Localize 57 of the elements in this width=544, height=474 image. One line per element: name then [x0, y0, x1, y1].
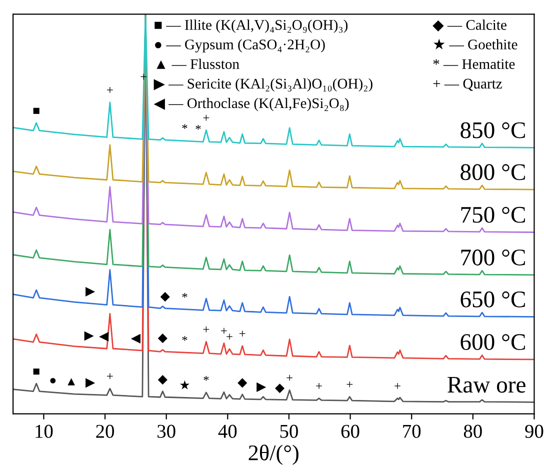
annotation: ◀ — Orthoclase (K(Al,Fe)Si₂O₈): [154, 98, 349, 112]
annotation: ▶: [86, 286, 96, 297]
x-axis-title: 2θ/(°): [248, 444, 298, 465]
series-label: Raw ore: [448, 377, 526, 393]
annotation: ◆: [158, 334, 168, 344]
annotation: ▶: [256, 382, 266, 392]
annotation: ▲ — Flusston: [156, 58, 240, 70]
annotation: +: [226, 334, 232, 340]
annotation: *: [204, 376, 209, 381]
x-tick-label: 30: [158, 424, 176, 438]
annotation: ■ — Illite (K(Al,V)₄Si₂O₉(OH)₃): [154, 20, 348, 33]
annotation: ◆ — Calcite: [432, 20, 506, 32]
annotation: ■: [33, 108, 40, 114]
x-tick-label: 70: [403, 424, 421, 438]
series-label: 600 °C: [460, 334, 525, 350]
x-tick-label: 40: [218, 424, 237, 438]
annotation: +: [394, 383, 400, 389]
series-label: 800 °C: [460, 164, 525, 180]
annotation: +: [286, 374, 292, 381]
annotation: ◆: [238, 378, 248, 388]
series-label: 700 °C: [461, 250, 525, 266]
annotation: ■: [33, 368, 40, 375]
annotation: ◆: [160, 292, 170, 302]
series-label: 650 °C: [460, 291, 525, 308]
annotation: *: [182, 336, 188, 341]
annotation: +: [107, 87, 113, 93]
annotation: +: [107, 373, 113, 380]
annotation: +: [316, 383, 322, 389]
x-tick-label: 50: [280, 424, 298, 438]
annotation: ● — Gypsum (CaSO₄·2H₂O): [155, 39, 325, 52]
x-tick-label: 60: [341, 424, 360, 438]
annotation: ▶: [86, 378, 96, 388]
series-label: 750 °C: [461, 206, 525, 223]
x-tick-label: 20: [96, 424, 114, 438]
annotation: * — Hematite: [433, 59, 515, 70]
x-tick-label: 90: [525, 424, 544, 438]
x-tick-label: 10: [36, 424, 53, 438]
annotation: ★: [180, 380, 190, 390]
annotation: *: [182, 124, 188, 129]
annotation: ▶ — Sericite (KAl₂(Si₃Al)O₁₀(OH)₂): [154, 78, 372, 92]
annotation: *: [196, 125, 201, 130]
annotation: +: [203, 114, 210, 121]
annotation: ▲: [68, 378, 75, 386]
x-tick-label: 80: [464, 424, 482, 438]
annotation: + — Quartz: [433, 78, 502, 91]
annotation: *: [182, 293, 188, 298]
annotation: ◀: [130, 334, 140, 344]
annotation: ◆: [274, 384, 285, 394]
annotation: ★ — Goethite: [434, 38, 518, 50]
annotation: ●: [50, 378, 56, 384]
series-label: 850 °C: [460, 122, 525, 138]
annotation: +: [221, 328, 227, 334]
annotation: ▶: [84, 331, 94, 341]
annotation: +: [203, 326, 210, 332]
annotation: ◆: [158, 375, 168, 385]
annotation: +: [346, 381, 353, 388]
annotation: +: [239, 330, 246, 336]
